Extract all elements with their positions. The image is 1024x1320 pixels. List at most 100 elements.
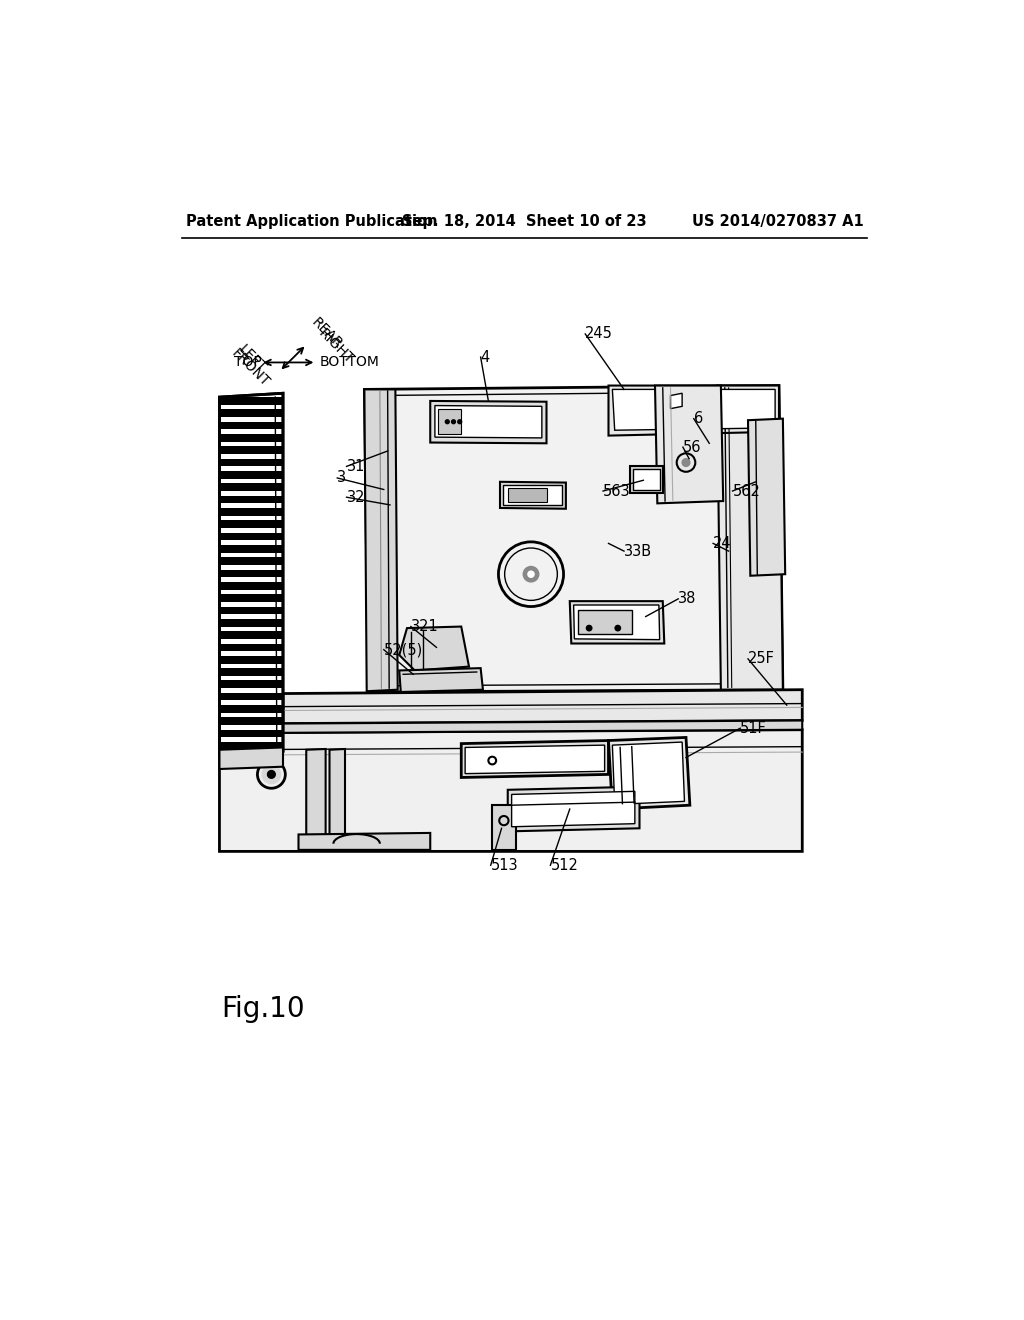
Polygon shape [573, 605, 659, 640]
Circle shape [587, 626, 592, 631]
Text: 25F: 25F [748, 651, 775, 667]
Polygon shape [219, 656, 283, 664]
Polygon shape [219, 594, 283, 602]
Polygon shape [219, 644, 283, 651]
Polygon shape [306, 748, 326, 850]
Text: 31: 31 [346, 459, 365, 474]
Text: 512: 512 [550, 858, 579, 873]
Text: RIGHT: RIGHT [315, 326, 356, 366]
Text: 245: 245 [586, 326, 613, 342]
Text: US 2014/0270837 A1: US 2014/0270837 A1 [692, 214, 864, 230]
Polygon shape [219, 446, 283, 454]
Polygon shape [493, 805, 515, 850]
Circle shape [458, 420, 462, 424]
Text: 52(5): 52(5) [384, 642, 423, 657]
Polygon shape [438, 409, 461, 434]
Text: Patent Application Publication: Patent Application Publication [186, 214, 437, 230]
Polygon shape [630, 466, 663, 494]
Polygon shape [299, 833, 430, 850]
Circle shape [615, 626, 621, 631]
Text: BOTTOM: BOTTOM [319, 355, 379, 370]
Circle shape [528, 572, 535, 577]
Polygon shape [465, 744, 604, 774]
Polygon shape [219, 668, 283, 676]
Polygon shape [219, 393, 283, 755]
Polygon shape [219, 483, 283, 491]
Polygon shape [717, 385, 783, 689]
Polygon shape [671, 393, 682, 409]
Text: Fig.10: Fig.10 [221, 995, 304, 1023]
Circle shape [452, 420, 456, 424]
Polygon shape [219, 471, 283, 479]
Polygon shape [219, 545, 283, 553]
Polygon shape [399, 627, 469, 671]
Text: FRONT: FRONT [228, 346, 271, 389]
Polygon shape [219, 496, 283, 503]
Text: 3: 3 [337, 470, 346, 486]
Polygon shape [512, 792, 635, 826]
Polygon shape [219, 693, 283, 701]
Polygon shape [330, 748, 345, 850]
Text: 51F: 51F [740, 721, 767, 735]
Polygon shape [365, 389, 397, 692]
Circle shape [445, 420, 450, 424]
Polygon shape [219, 397, 283, 405]
Circle shape [523, 566, 539, 582]
Polygon shape [508, 787, 640, 832]
Text: 32: 32 [346, 490, 365, 504]
Polygon shape [219, 533, 283, 540]
Text: 562: 562 [732, 483, 761, 499]
Polygon shape [508, 488, 547, 502]
Polygon shape [219, 742, 283, 750]
Polygon shape [219, 422, 283, 429]
Polygon shape [219, 607, 283, 614]
Polygon shape [500, 482, 566, 508]
Text: 563: 563 [603, 483, 631, 499]
Polygon shape [435, 405, 542, 438]
Text: LEFT: LEFT [236, 342, 268, 375]
Text: 513: 513 [490, 858, 518, 873]
Polygon shape [219, 582, 283, 590]
Polygon shape [219, 557, 283, 565]
Text: Sep. 18, 2014  Sheet 10 of 23: Sep. 18, 2014 Sheet 10 of 23 [402, 214, 647, 230]
Polygon shape [219, 459, 283, 466]
Text: TOP: TOP [234, 355, 262, 370]
Text: 33B: 33B [624, 544, 652, 558]
Polygon shape [503, 484, 562, 506]
Polygon shape [219, 631, 283, 639]
Polygon shape [219, 747, 283, 770]
Polygon shape [219, 730, 802, 851]
Polygon shape [608, 385, 779, 436]
Polygon shape [283, 721, 802, 733]
Polygon shape [612, 742, 684, 804]
Text: REAR: REAR [308, 315, 344, 352]
Text: 321: 321 [411, 619, 438, 634]
Polygon shape [399, 668, 483, 692]
Polygon shape [219, 730, 283, 738]
Polygon shape [430, 401, 547, 444]
Text: 4: 4 [480, 350, 489, 364]
Polygon shape [655, 385, 723, 503]
Text: 38: 38 [678, 591, 696, 606]
Polygon shape [219, 681, 283, 688]
Polygon shape [219, 409, 283, 417]
Circle shape [267, 771, 275, 779]
Polygon shape [633, 470, 659, 490]
Text: 6: 6 [693, 411, 703, 426]
Polygon shape [283, 689, 802, 723]
Circle shape [262, 766, 281, 784]
Polygon shape [219, 508, 283, 516]
Polygon shape [219, 619, 283, 627]
Circle shape [682, 458, 690, 466]
Polygon shape [219, 705, 283, 713]
Polygon shape [608, 738, 690, 809]
Polygon shape [219, 434, 283, 442]
Polygon shape [578, 610, 632, 635]
Text: 24: 24 [713, 536, 732, 550]
Polygon shape [461, 741, 608, 777]
Polygon shape [219, 570, 283, 577]
Polygon shape [612, 389, 775, 430]
Polygon shape [219, 520, 283, 528]
Polygon shape [748, 418, 785, 576]
Polygon shape [365, 385, 783, 692]
